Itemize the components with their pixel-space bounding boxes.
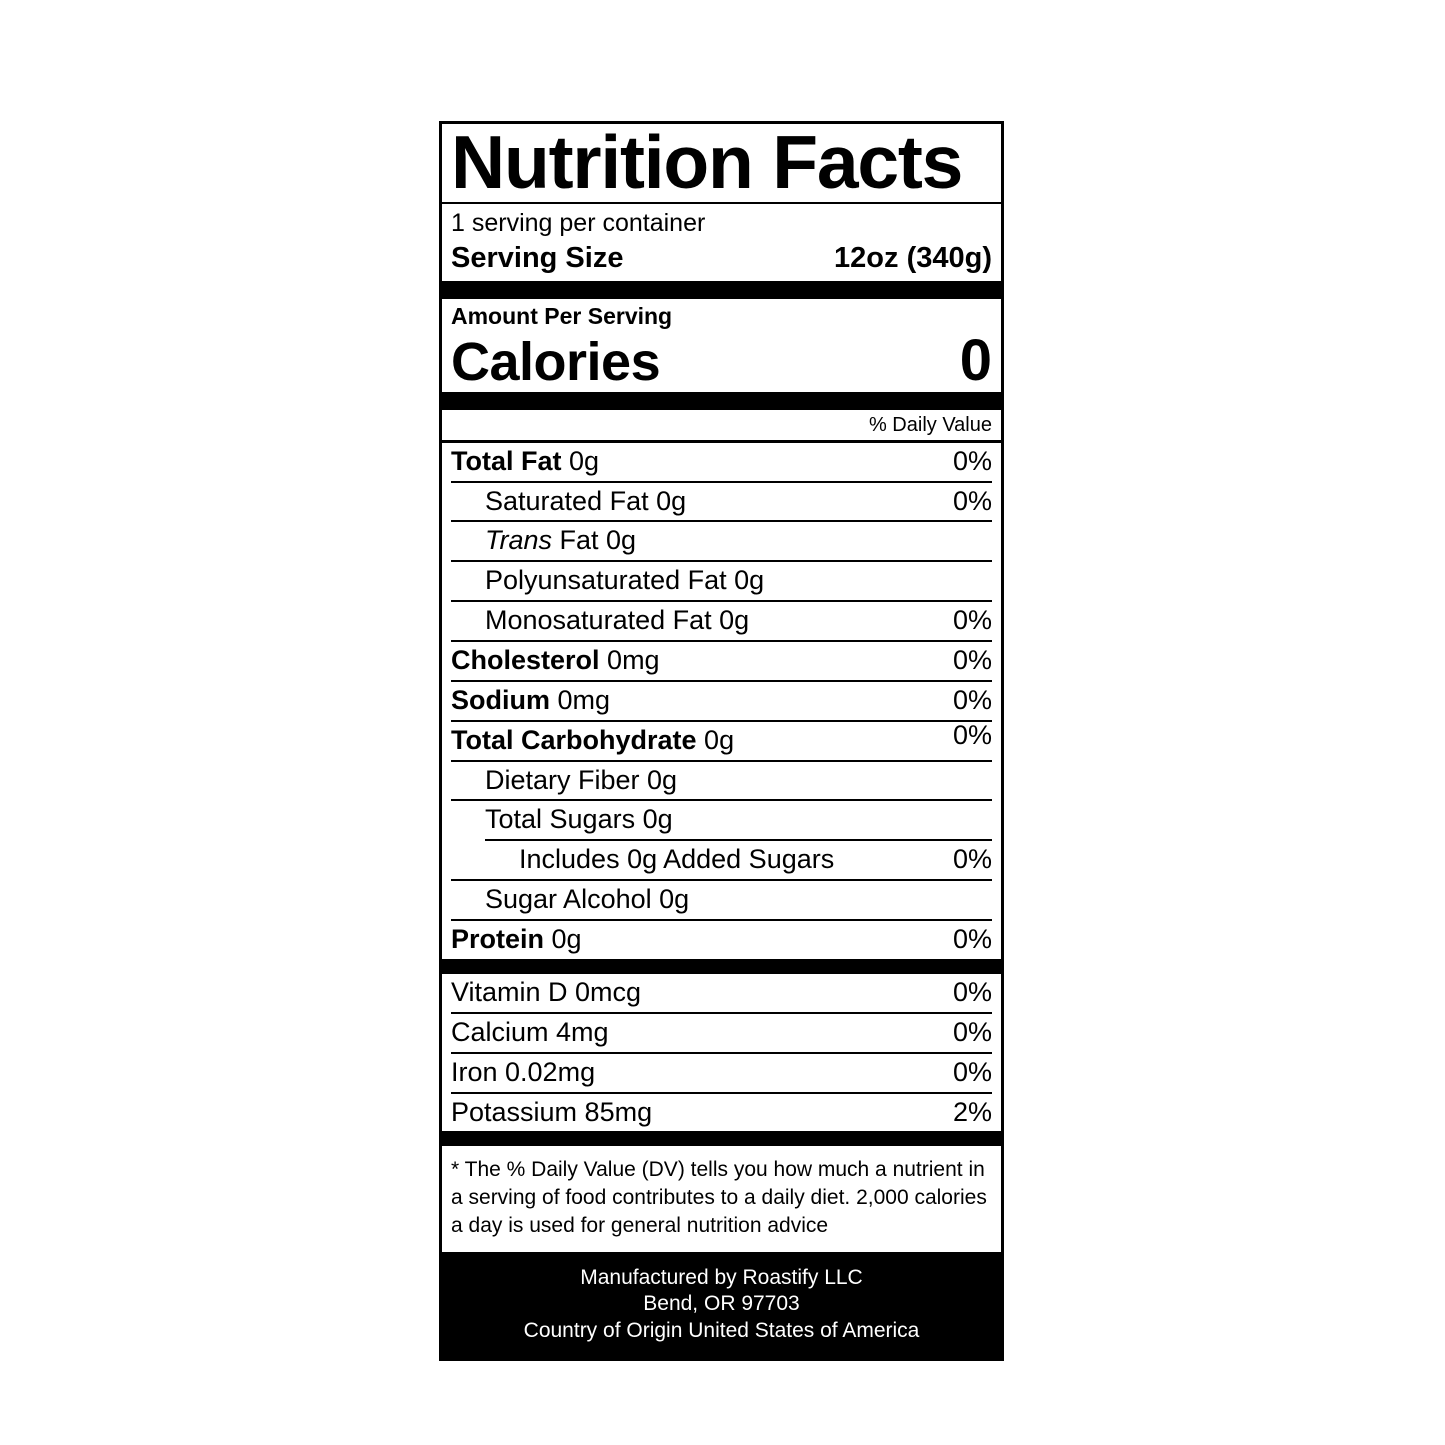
serving-size-row: Serving Size 12oz (340g)	[451, 240, 992, 277]
daily-value-header: % Daily Value	[868, 413, 992, 436]
total-fat-label: Total Fat	[451, 445, 562, 476]
monosaturated-fat-dv: 0%	[952, 605, 992, 636]
vitamin-row-calcium: Calcium 4mg 0%	[451, 1014, 992, 1054]
sodium-dv: 0%	[952, 684, 992, 715]
nutrient-row-total-carbohydrate: Total Carbohydrate 0g 0%	[451, 719, 992, 762]
header-separator	[439, 281, 1004, 296]
calories-label: Calories	[451, 331, 661, 392]
vitamins-footnote-separator	[439, 1131, 1004, 1144]
calories-panel: Amount Per Serving Calories 0	[439, 296, 1004, 392]
cholesterol-amount: 0mg	[607, 645, 660, 676]
nutrient-row-cholesterol: Cholesterol 0mg 0%	[451, 642, 992, 682]
potassium-dv: 2%	[952, 1096, 992, 1127]
calories-row: Calories 0	[451, 327, 992, 393]
trans-fat-rest: Fat 0g	[552, 525, 637, 556]
nutrition-facts-label: Nutrition Facts 1 serving per container …	[439, 121, 1004, 1361]
nutrient-rows: Total Fat 0g 0% Saturated Fat 0g 0% Tran…	[442, 443, 1001, 959]
vitamin-d-dv: 0%	[952, 976, 992, 1007]
iron-dv: 0%	[952, 1056, 992, 1087]
manufacturer-line-1: Manufactured by Roastify LLC	[580, 1266, 863, 1290]
nutrients-panel: % Daily Value Total Fat 0g 0% Saturated …	[439, 406, 1004, 959]
vitamin-row-iron: Iron 0.02mg 0%	[451, 1054, 992, 1094]
vitamin-row-vitamin-d: Vitamin D 0mcg 0%	[451, 974, 992, 1014]
vitamins-panel: Vitamin D 0mcg 0% Calcium 4mg 0% Iron 0.…	[439, 970, 1004, 1132]
added-sugars-dv: 0%	[952, 844, 992, 875]
manufacturer-block: Manufactured by Roastify LLC Bend, OR 97…	[439, 1255, 1004, 1361]
calcium-dv: 0%	[952, 1016, 992, 1047]
nutrient-row-total-fat: Total Fat 0g 0%	[451, 443, 992, 483]
title-box: Nutrition Facts	[442, 124, 1001, 204]
servings-per-container: 1 serving per container	[451, 208, 706, 237]
page-title: Nutrition Facts	[451, 120, 963, 204]
nutrient-row-total-sugars: Total Sugars 0g	[451, 801, 992, 839]
total-sugars-label: Total Sugars 0g	[485, 804, 673, 835]
dietary-fiber-label: Dietary Fiber 0g	[485, 764, 678, 795]
manufacturer-line-2: Bend, OR 97703	[643, 1292, 800, 1316]
total-fat-amount: 0g	[569, 445, 600, 476]
nutrient-row-monosaturated-fat: Monosaturated Fat 0g 0%	[451, 602, 992, 643]
saturated-fat-label: Saturated Fat 0g	[485, 485, 687, 516]
sugar-alcohol-label: Sugar Alcohol 0g	[485, 884, 690, 915]
footnote-panel: * The % Daily Value (DV) tells you how m…	[439, 1143, 1004, 1256]
footnote-line-3: a day is used for general nutrition advi…	[451, 1214, 829, 1238]
total-carbohydrate-amount: 0g	[704, 724, 735, 755]
calcium-label: Calcium 4mg	[451, 1016, 609, 1047]
nutrient-row-polyunsaturated-fat: Polyunsaturated Fat 0g	[451, 562, 992, 603]
nutrient-row-dietary-fiber: Dietary Fiber 0g	[451, 762, 992, 802]
vitamin-d-label: Vitamin D 0mcg	[451, 976, 642, 1007]
cholesterol-dv: 0%	[952, 645, 992, 676]
iron-label: Iron 0.02mg	[451, 1056, 596, 1087]
nutrient-row-protein: Protein 0g 0%	[451, 921, 992, 959]
protein-dv: 0%	[952, 924, 992, 955]
sodium-amount: 0mg	[557, 684, 611, 715]
monosaturated-fat-label: Monosaturated Fat 0g	[485, 605, 750, 636]
calories-value: 0	[959, 327, 992, 393]
serving-size-value: 12oz (340g)	[834, 242, 992, 274]
protein-amount: 0g	[551, 924, 582, 955]
vitamin-rows: Vitamin D 0mcg 0% Calcium 4mg 0% Iron 0.…	[442, 974, 1001, 1131]
protein-label: Protein	[451, 924, 545, 955]
nutrient-row-trans-fat: Trans Fat 0g	[451, 522, 992, 563]
added-sugars-label: Includes 0g Added Sugars	[519, 844, 835, 875]
total-carbohydrate-label: Total Carbohydrate	[451, 724, 697, 755]
nutrient-row-added-sugars: Includes 0g Added Sugars 0%	[451, 841, 992, 882]
manufacturer-line-3: Country of Origin United States of Ameri…	[523, 1318, 920, 1342]
calories-box: Amount Per Serving Calories 0	[442, 299, 1001, 392]
polyunsaturated-fat-label: Polyunsaturated Fat 0g	[485, 565, 765, 596]
footnote-line-1: * The % Daily Value (DV) tells you how m…	[451, 1158, 985, 1182]
sodium-label: Sodium	[451, 684, 550, 715]
amount-per-serving-label: Amount Per Serving	[451, 303, 673, 329]
calories-separator	[439, 391, 1004, 407]
total-fat-dv: 0%	[952, 445, 992, 476]
total-carbohydrate-dv: 0%	[952, 719, 992, 750]
trans-fat-italic-word: Trans	[485, 525, 553, 556]
footnote-box: * The % Daily Value (DV) tells you how m…	[442, 1146, 1001, 1252]
cholesterol-label: Cholesterol	[451, 645, 600, 676]
total-sugars-underline	[485, 839, 992, 842]
serving-size-label: Serving Size	[451, 242, 624, 274]
daily-value-header-box: % Daily Value	[442, 410, 1001, 443]
protein-vitamins-separator	[439, 958, 1004, 971]
nutrient-row-sugar-alcohol: Sugar Alcohol 0g	[451, 881, 992, 922]
serving-info-box: 1 serving per container Serving Size 12o…	[442, 204, 1001, 281]
header-panel: Nutrition Facts 1 serving per container …	[439, 121, 1004, 281]
saturated-fat-dv: 0%	[952, 485, 992, 516]
nutrient-row-saturated-fat: Saturated Fat 0g 0%	[451, 483, 992, 523]
vitamin-row-potassium: Potassium 85mg 2%	[451, 1094, 992, 1132]
footnote-line-2: a serving of food contributes to a daily…	[451, 1186, 987, 1210]
potassium-label: Potassium 85mg	[451, 1096, 653, 1127]
nutrient-row-sodium: Sodium 0mg 0%	[451, 682, 992, 722]
